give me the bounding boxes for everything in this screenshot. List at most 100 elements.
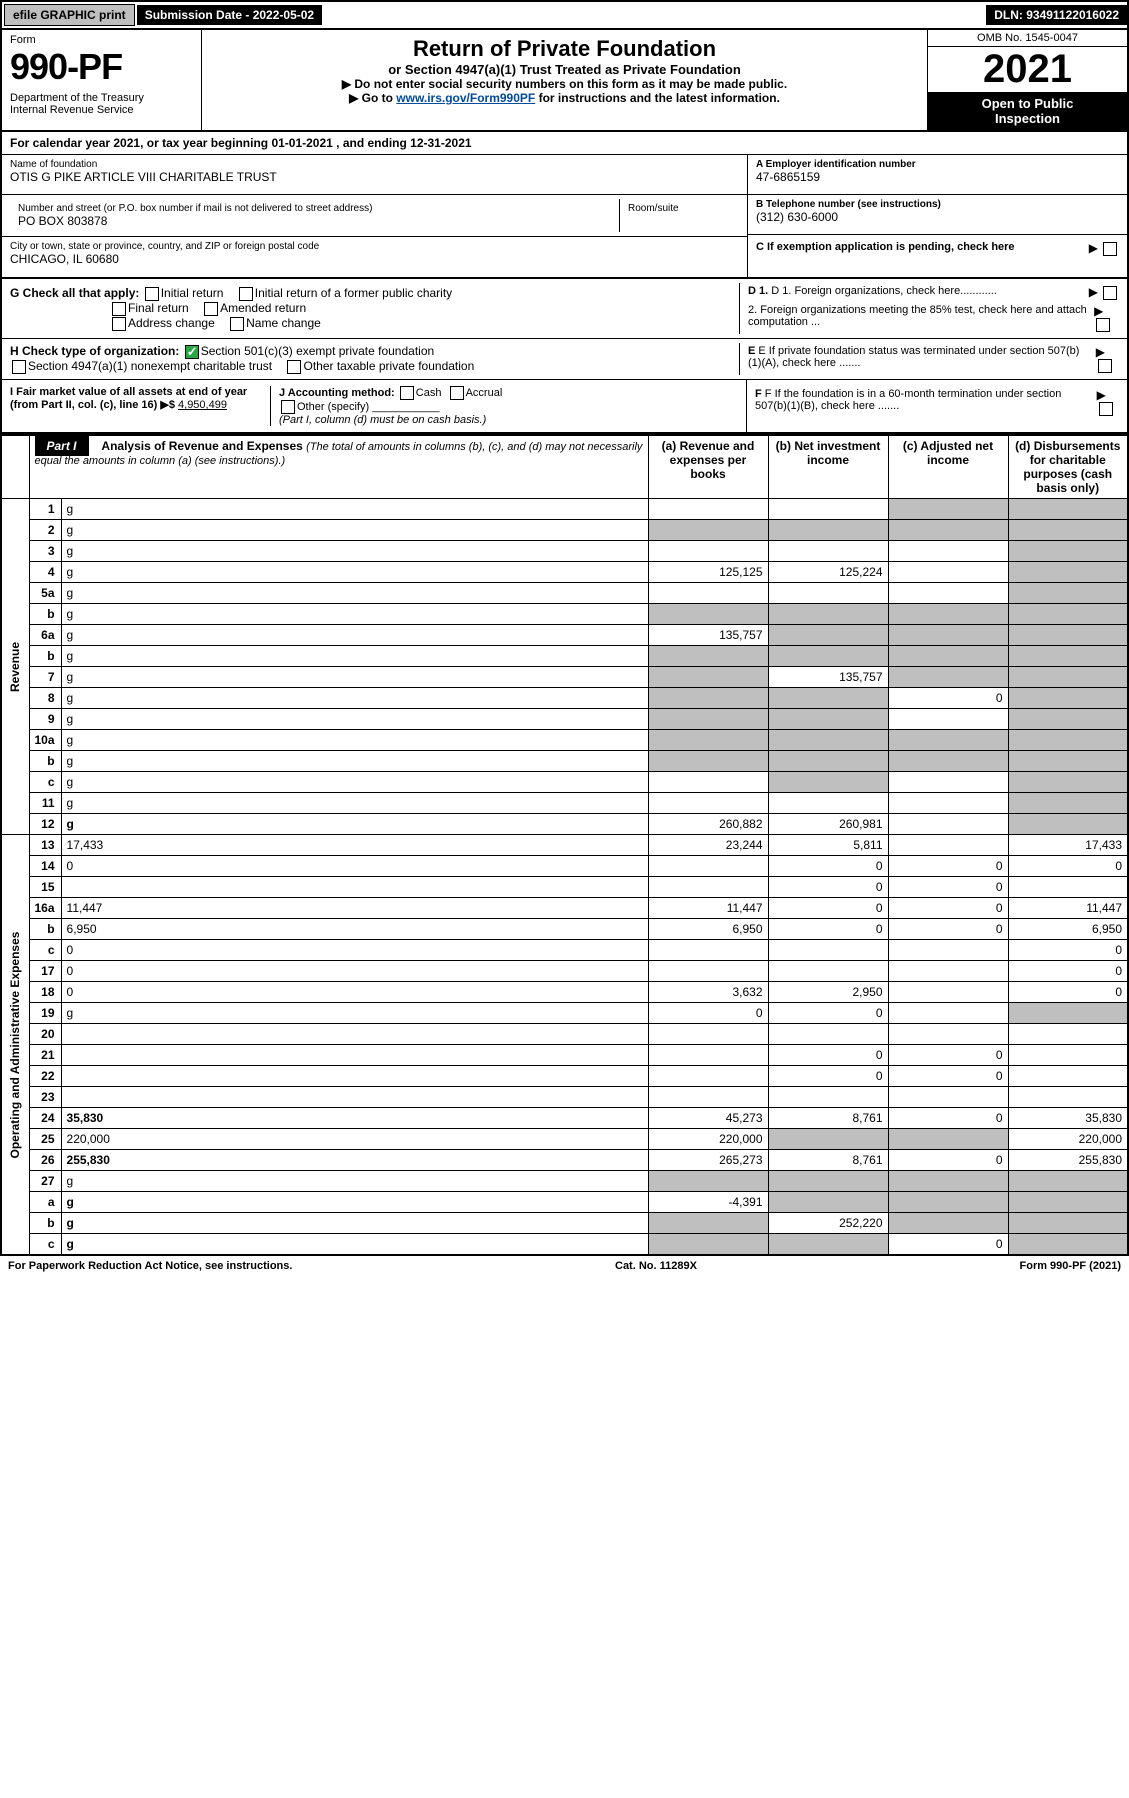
irs-link[interactable]: www.irs.gov/Form990PF [396,91,535,105]
g-opt-5: Name change [246,316,321,330]
cell-a [648,751,768,772]
h-4947-checkbox[interactable] [12,360,26,374]
cell-c [888,1192,1008,1213]
g-opt-1: Initial return of a former public charit… [255,286,452,300]
cell-b [768,1087,888,1108]
table-row: 10ag [1,730,1128,751]
table-row: 5ag [1,583,1128,604]
cell-a [648,940,768,961]
table-row: cg [1,772,1128,793]
cell-a [648,667,768,688]
row-desc: 0 [61,961,648,982]
cell-b: 0 [768,877,888,898]
table-row: 8g0 [1,688,1128,709]
cell-b: 0 [768,1003,888,1024]
e-checkbox[interactable] [1098,359,1112,373]
row-desc: g [61,667,648,688]
efile-print-button[interactable]: efile GRAPHIC print [4,4,135,26]
g-amended-checkbox[interactable] [204,302,218,316]
cell-a [648,1213,768,1234]
form-header: Form 990-PF Department of the Treasury I… [0,30,1129,132]
cell-b [768,1171,888,1192]
j-other-checkbox[interactable] [281,400,295,414]
table-row: 9g [1,709,1128,730]
part1-table: Part I Analysis of Revenue and Expenses … [0,434,1129,1256]
row-desc: g [61,751,648,772]
row-num: c [29,940,61,961]
h-other-checkbox[interactable] [287,360,301,374]
row-desc: 0 [61,856,648,877]
cell-a [648,709,768,730]
form-title: Return of Private Foundation [208,36,921,62]
footer-right: Form 990-PF (2021) [1020,1260,1121,1272]
city-label: City or town, state or province, country… [10,241,739,252]
cell-d [1008,1171,1128,1192]
row-num: 22 [29,1066,61,1087]
row-desc [61,1087,648,1108]
g-initial-checkbox[interactable] [145,287,159,301]
table-row: 19g00 [1,1003,1128,1024]
addr: PO BOX 803878 [18,214,611,228]
cell-c [888,583,1008,604]
cell-a [648,541,768,562]
row-desc: g [61,730,648,751]
row-desc: g [61,625,648,646]
cell-a [648,688,768,709]
h-opt3: Other taxable private foundation [303,359,474,373]
row-num: a [29,1192,61,1213]
c-checkbox[interactable] [1103,242,1117,256]
table-row: ag-4,391 [1,1192,1128,1213]
f-label: F If the foundation is in a 60-month ter… [755,388,1061,412]
f-checkbox[interactable] [1099,402,1113,416]
note-post: for instructions and the latest informat… [535,91,780,105]
row-num: 17 [29,961,61,982]
cell-b [768,688,888,709]
table-row: Operating and Administrative Expenses131… [1,835,1128,856]
cell-d: 11,447 [1008,898,1128,919]
j-accrual-checkbox[interactable] [450,386,464,400]
g-name-checkbox[interactable] [230,317,244,331]
cell-d [1008,1024,1128,1045]
part1-title: Analysis of Revenue and Expenses [101,439,302,453]
row-desc: g [61,646,648,667]
d1-checkbox[interactable] [1103,286,1117,300]
cell-b [768,940,888,961]
part1-label: Part I [35,436,89,456]
row-desc: 0 [61,940,648,961]
cell-a [648,1087,768,1108]
cell-a [648,1024,768,1045]
row-desc [61,877,648,898]
ein: 47-6865159 [756,170,1119,184]
row-num: c [29,1234,61,1256]
col-b-header: (b) Net investment income [768,435,888,499]
d2-checkbox[interactable] [1096,318,1110,332]
row-desc: g [61,520,648,541]
g-final-checkbox[interactable] [112,302,126,316]
row-desc: 6,950 [61,919,648,940]
cell-b: 252,220 [768,1213,888,1234]
cell-d: 6,950 [1008,919,1128,940]
cell-d: 35,830 [1008,1108,1128,1129]
cell-c [888,730,1008,751]
table-row: 140000 [1,856,1128,877]
cell-d [1008,1087,1128,1108]
g-checks-row: G Check all that apply: Initial return I… [0,279,1129,339]
table-row: 27g [1,1171,1128,1192]
row-desc: g [61,1171,648,1192]
row-num: b [29,919,61,940]
g-address-checkbox[interactable] [112,317,126,331]
row-num: 6a [29,625,61,646]
h-501c3-checkbox[interactable] [185,345,199,359]
table-row: 11g [1,793,1128,814]
form-number: 990-PF [10,46,193,88]
h-label: H Check type of organization: [10,344,179,358]
j-cash-checkbox[interactable] [400,386,414,400]
cell-a: 45,273 [648,1108,768,1129]
phone-label: B Telephone number (see instructions) [756,199,1119,210]
cell-b [768,520,888,541]
footer-mid: Cat. No. 11289X [615,1260,697,1272]
cell-d [1008,688,1128,709]
table-row: 25220,000220,000220,000 [1,1129,1128,1150]
j-label: J Accounting method: [279,387,395,399]
g-initial-former-checkbox[interactable] [239,287,253,301]
